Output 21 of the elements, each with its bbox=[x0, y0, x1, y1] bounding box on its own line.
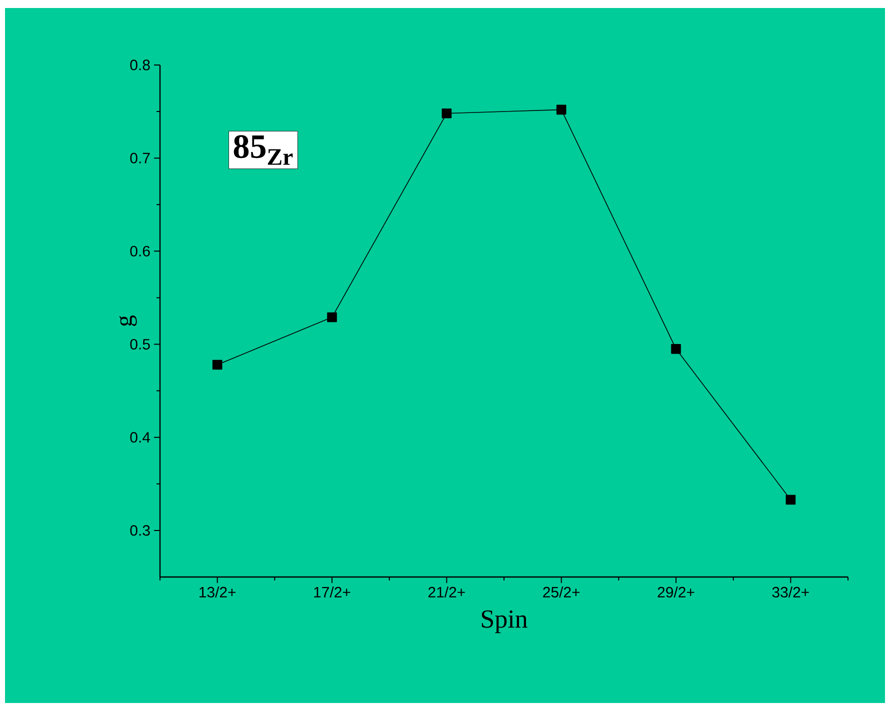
x-tick-label: 25/2+ bbox=[543, 586, 580, 598]
text: 85$_{Zr}$ bbox=[234, 135, 293, 165]
y-tick-label: 0.4 bbox=[130, 432, 150, 443]
y-tick-label: 0.3 bbox=[130, 525, 150, 536]
x-tick-label: 21/2+ bbox=[428, 586, 465, 598]
point bbox=[786, 494, 796, 505]
point bbox=[327, 312, 337, 322]
x-tick-label: 29/2+ bbox=[658, 586, 694, 598]
x-tick-label: 33/2+ bbox=[772, 586, 809, 598]
x-axis-title: Spin bbox=[482, 610, 528, 634]
x-tick-label: 13/2+ bbox=[200, 586, 236, 598]
y-tick-label: 0.8 bbox=[130, 60, 150, 70]
x-tick-label: 17/2+ bbox=[314, 586, 350, 598]
point bbox=[671, 344, 681, 354]
y-tick-label: 0.7 bbox=[130, 152, 150, 164]
point bbox=[212, 360, 222, 370]
y-tick-label: 0.6 bbox=[130, 246, 150, 256]
y-tick-label: 0.5 bbox=[130, 338, 150, 350]
y-axis-title: g bbox=[119, 315, 137, 326]
point bbox=[442, 108, 452, 118]
point bbox=[556, 104, 566, 115]
